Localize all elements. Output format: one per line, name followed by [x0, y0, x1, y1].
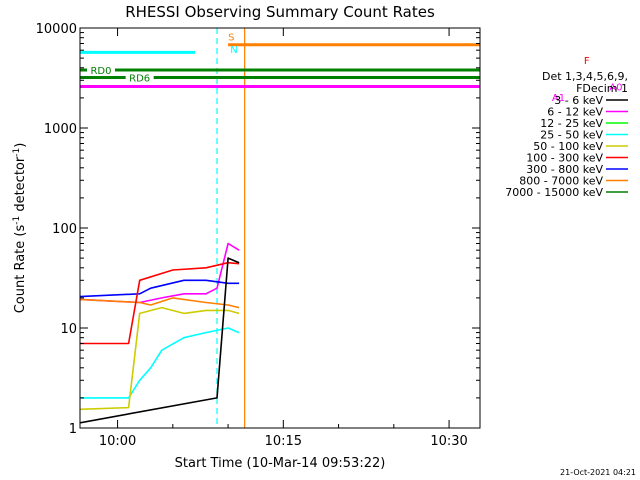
marker-a1: A1 [552, 93, 565, 104]
y-tick-label: 1000 [44, 122, 77, 137]
marker-s: S [228, 33, 234, 44]
y-tick-label: 1 [69, 422, 77, 437]
x-tick-label: 10:00 [99, 434, 136, 449]
legend-label: 800 - 7000 keV [519, 175, 603, 188]
plot-area: SN F A1 A0 RD0 RD6 [80, 28, 622, 428]
y-label-end: ) [13, 143, 28, 148]
marker-n: N [230, 45, 237, 56]
marker-rd0: RD0 [90, 66, 111, 77]
series-line [80, 242, 240, 304]
series-line [80, 327, 240, 399]
legend-label: 6 - 12 keV [547, 106, 603, 119]
x-tick-label: 10:15 [265, 434, 302, 449]
legend-label: 100 - 300 keV [526, 152, 603, 165]
marker-a0: A0 [609, 83, 622, 94]
series-line [80, 279, 240, 298]
marker-bg [125, 71, 154, 84]
legend-label: 25 - 50 keV [540, 129, 603, 142]
chart-title: RHESSI Observing Summary Count Rates [125, 3, 435, 21]
y-label-mid: detector [13, 156, 28, 216]
legend-label: 300 - 800 keV [526, 163, 603, 176]
x-axis-label: Start Time (10-Mar-14 09:53:22) [175, 456, 386, 471]
y-label-sup1: -1 [12, 216, 22, 225]
series-line [80, 297, 240, 309]
axes: 10:00 10:15 10:30 1 10 100 1000 10000 [36, 22, 480, 449]
legend-label: 3 - 6 keV [554, 94, 603, 107]
y-tick-label: 10000 [36, 22, 77, 37]
series-line [80, 257, 240, 424]
y-tick-label: 10 [60, 322, 77, 337]
legend-label: 7000 - 15000 keV [505, 186, 603, 199]
marker-rd6: RD6 [129, 73, 150, 84]
y-label-main: Count Rate (s [13, 225, 28, 314]
legend-label: 12 - 25 keV [540, 117, 603, 130]
marker-bg [86, 64, 115, 77]
legend-header-2: FDecim 1 [576, 82, 628, 95]
series-line [80, 261, 240, 345]
x-tick-label: 10:30 [430, 434, 467, 449]
marker-f: F [584, 56, 590, 67]
y-tick-label: 100 [52, 222, 77, 237]
y-axis-label: Count Rate (s-1 detector-1) [12, 143, 28, 314]
plot-marks [80, 28, 480, 428]
footer-timestamp: 21-Oct-2021 04:21 [560, 468, 636, 477]
legend-header-1: Det 1,3,4,5,6,9, [542, 70, 628, 83]
legend-label: 50 - 100 keV [533, 140, 603, 153]
y-label-sup2: -1 [12, 148, 22, 157]
